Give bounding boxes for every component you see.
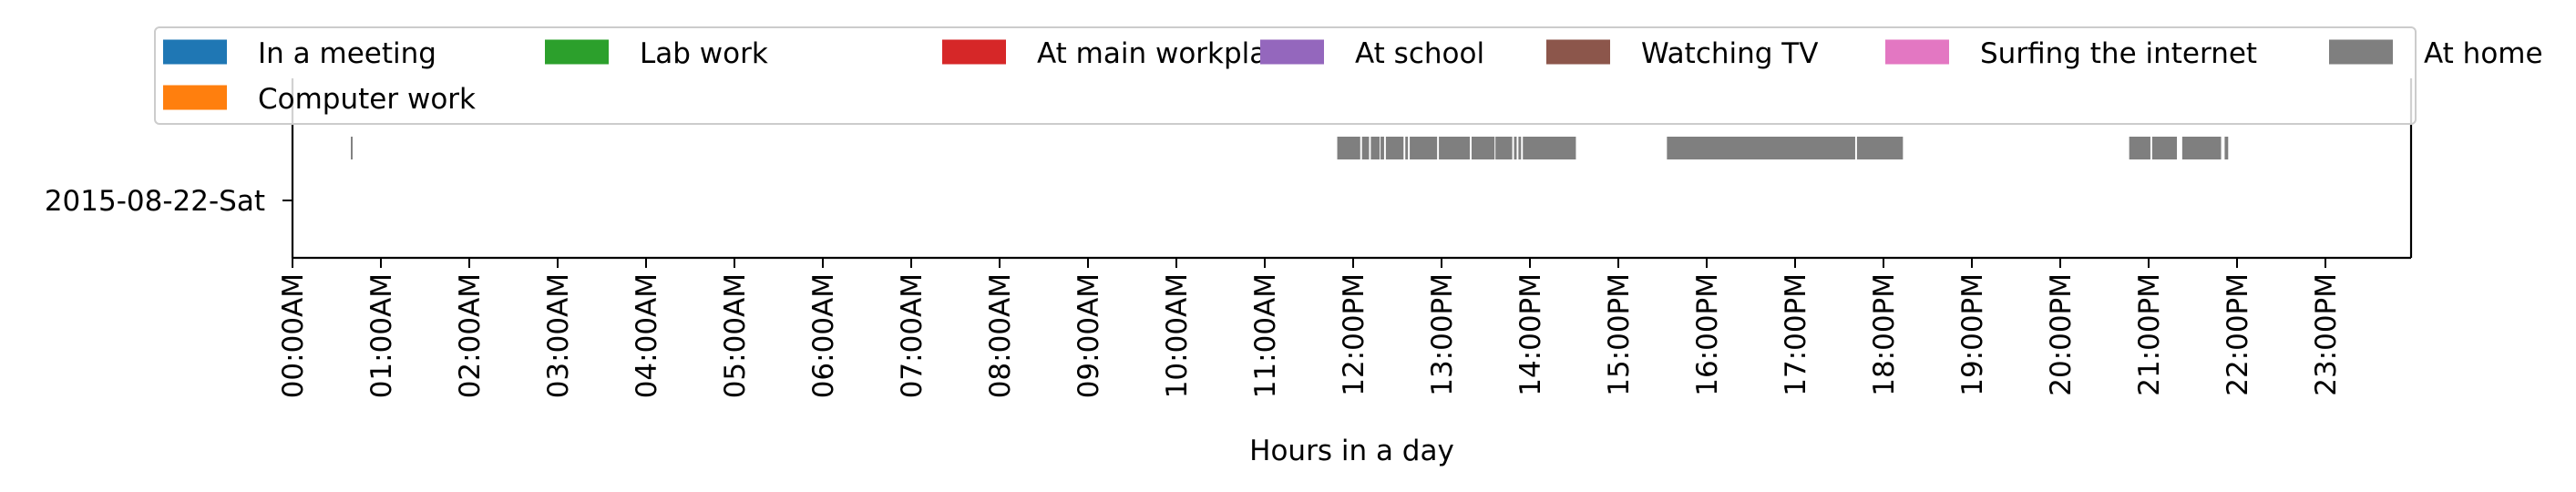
x-tick-label: 08:00AM xyxy=(984,273,1017,398)
x-tick-label: 12:00PM xyxy=(1338,273,1370,396)
interval-bar xyxy=(1439,137,1471,159)
interval-bar xyxy=(1370,137,1380,159)
legend-swatch xyxy=(942,39,1006,65)
legend-swatch xyxy=(163,85,227,110)
legend-label: In a meeting xyxy=(258,37,436,70)
legend-swatch xyxy=(1885,39,1949,65)
legend-swatch xyxy=(545,39,609,65)
legend-swatch xyxy=(1260,39,1324,65)
x-tick-label: 13:00PM xyxy=(1426,273,1459,396)
legend-swatch xyxy=(2329,39,2393,65)
interval-bar xyxy=(1337,137,1360,159)
x-tick-label: 18:00PM xyxy=(1868,273,1901,396)
x-tick-label: 20:00PM xyxy=(2045,273,2078,396)
interval-bar xyxy=(1471,137,1495,159)
legend-swatch xyxy=(1546,39,1610,65)
x-tick-label: 21:00PM xyxy=(2133,273,2166,396)
x-tick-label: 07:00AM xyxy=(896,273,929,398)
interval-bar xyxy=(1380,137,1384,159)
x-tick-label: 11:00AM xyxy=(1249,273,1282,398)
interval-bar xyxy=(2129,137,2150,159)
x-tick-label: 15:00PM xyxy=(1603,273,1636,396)
interval-bar xyxy=(1523,137,1576,159)
legend-label: At main workplace xyxy=(1037,37,1299,70)
interval-bar xyxy=(1410,137,1438,159)
interval-bar xyxy=(1385,137,1404,159)
interval-bar xyxy=(1361,137,1370,159)
interval-bar xyxy=(1495,137,1513,159)
x-tick-label: 16:00PM xyxy=(1691,273,1724,396)
x-tick-label: 05:00AM xyxy=(719,273,752,398)
legend-label: At home xyxy=(2424,37,2543,70)
interval-bar xyxy=(1514,137,1517,159)
x-tick-label: 22:00PM xyxy=(2222,273,2254,396)
interval-bar xyxy=(2224,137,2229,159)
plot-area xyxy=(351,137,2229,159)
interval-bar xyxy=(1405,137,1409,159)
x-tick-label: 02:00AM xyxy=(454,273,487,398)
interval-bar xyxy=(2181,137,2222,159)
x-tick-label: 04:00AM xyxy=(631,273,663,398)
x-tick-label: 14:00PM xyxy=(1514,273,1547,396)
x-axis-label: Hours in a day xyxy=(1249,435,1454,467)
legend-label: At school xyxy=(1355,37,1484,70)
legend: In a meeting Lab work At main workplace At … xyxy=(154,26,2543,125)
legend-label: Watching TV xyxy=(1641,37,1818,70)
legend-label: Surfing the internet xyxy=(1980,37,2257,70)
interval-bar xyxy=(2151,137,2178,159)
legend-swatch xyxy=(163,39,227,65)
legend-label: Computer work xyxy=(258,83,476,116)
axes: 2015-08-22-Sat 00:00AM 01:00AM 02:00AM 03:00… xyxy=(45,78,2413,467)
y-tick-label: 2015-08-22-Sat xyxy=(45,185,265,218)
x-tick-label: 03:00AM xyxy=(542,273,575,398)
interval-bar xyxy=(1856,137,1904,159)
x-tick-label: 10:00AM xyxy=(1161,273,1194,398)
x-tick-label: 23:00PM xyxy=(2310,273,2343,396)
x-tick-label: 00:00AM xyxy=(277,273,310,398)
x-tick-label: 01:00AM xyxy=(365,273,398,398)
legend-label: Lab work xyxy=(640,37,768,70)
interval-bar xyxy=(1518,137,1522,159)
x-tick-label: 19:00PM xyxy=(1956,273,1989,396)
interval-bar xyxy=(1667,137,1855,159)
x-tick-label: 09:00AM xyxy=(1072,273,1105,398)
x-tick-label: 06:00AM xyxy=(807,273,840,398)
legend-frame xyxy=(154,26,2417,125)
x-tick-label: 17:00PM xyxy=(1780,273,1812,396)
interval-bar xyxy=(351,137,353,159)
